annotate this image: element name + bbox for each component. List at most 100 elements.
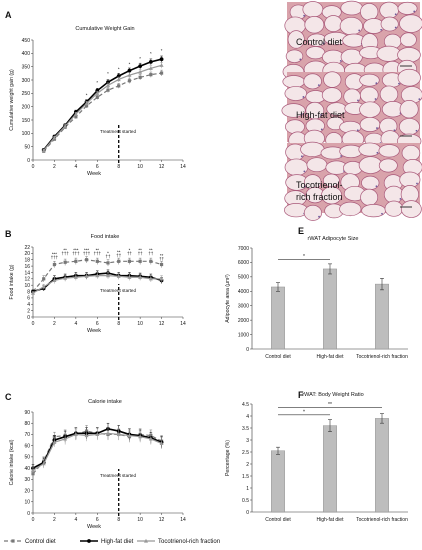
nucleus <box>299 58 302 61</box>
series-line <box>43 58 162 151</box>
data-point <box>31 290 35 295</box>
data-point <box>95 95 99 99</box>
significance-mark: * <box>107 250 109 255</box>
data-point <box>41 148 46 152</box>
data-point <box>84 258 89 262</box>
data-point <box>148 59 153 64</box>
nucleus <box>320 113 323 116</box>
y-tick-label: 2 <box>27 308 30 314</box>
y-tick-label: 4.5 <box>242 402 249 408</box>
data-point <box>159 63 164 67</box>
data-point <box>74 115 78 119</box>
legend: Control diet High-fat diet Tocotrienol-ric… <box>4 538 220 545</box>
y-tick-label: 2000 <box>238 318 249 324</box>
significance-mark: ** <box>160 253 164 258</box>
significance-mark: *** <box>52 251 57 256</box>
adipocyte <box>358 156 383 174</box>
x-tick-label: 4 <box>74 517 77 523</box>
significance-mark: †† <box>159 257 164 262</box>
y-tick-label: 1.5 <box>242 474 249 480</box>
data-point <box>84 104 89 108</box>
treatment-annotation: Treatment started <box>100 473 137 478</box>
bar <box>323 425 337 513</box>
data-point <box>42 277 46 281</box>
adipocyte <box>361 204 386 218</box>
significance-mark: ** <box>328 402 332 408</box>
series-line <box>43 64 162 151</box>
significance-mark: * <box>161 48 163 53</box>
y-tick-label: 3000 <box>238 304 249 310</box>
series-control-diet <box>42 69 164 153</box>
data-point <box>73 111 78 116</box>
adipocyte <box>359 86 379 104</box>
adipocyte <box>339 201 362 217</box>
x-tick-label: 10 <box>137 164 143 170</box>
significance-mark: ** <box>63 247 67 252</box>
y-tick-label: 200 <box>22 104 31 110</box>
nucleus <box>380 28 383 31</box>
x-axis-label: Week <box>87 171 101 177</box>
significance-mark: †† <box>127 251 132 256</box>
y-tick-label: 6 <box>27 296 30 302</box>
x-tick-label: 14 <box>180 164 186 170</box>
legend-marker <box>11 539 15 543</box>
y-tick-label: 4000 <box>238 289 249 295</box>
data-point <box>41 284 46 289</box>
y-axis-label: Cumulative weight gain (g) <box>9 69 15 131</box>
y-axis-label: Percentage (%) <box>225 440 231 476</box>
y-tick-label: 90 <box>24 410 30 416</box>
data-point <box>95 432 100 437</box>
y-tick-label: 3 <box>246 438 249 444</box>
significance-mark: * <box>303 409 305 415</box>
x-tick-label: 2 <box>53 164 56 170</box>
legend-label: Control diet <box>25 539 56 545</box>
y-tick-label: 12 <box>24 277 30 283</box>
nucleus <box>300 112 303 115</box>
data-point <box>148 276 153 281</box>
adipocyte <box>383 185 404 204</box>
data-point <box>73 275 78 279</box>
bar <box>271 450 285 513</box>
y-tick-label: 70 <box>24 432 30 438</box>
significance-mark: *** <box>84 247 89 252</box>
adipocyte <box>379 1 399 19</box>
nucleus <box>374 98 377 100</box>
adipocyte <box>397 68 421 87</box>
significance-mark: †† <box>116 253 121 258</box>
nucleus <box>413 10 416 13</box>
y-tick-label: 450 <box>22 38 31 44</box>
micrograph-3 <box>284 141 422 221</box>
significance-mark: * <box>303 254 305 260</box>
significance-mark: * <box>150 51 152 56</box>
x-tick-label: 6 <box>96 321 99 327</box>
y-tick-label: 0 <box>27 158 30 164</box>
adipocyte <box>340 48 363 66</box>
adipocyte <box>285 119 305 135</box>
adipocyte <box>323 71 342 88</box>
adipocyte <box>359 116 381 132</box>
x-tick-label: 2 <box>53 517 56 523</box>
legend-label: High-fat diet <box>101 539 134 545</box>
legend-label: Tocotrienol-rich fraction <box>158 539 220 545</box>
nucleus <box>320 128 323 131</box>
nucleus <box>356 129 359 132</box>
panel-letter-B: B <box>5 229 12 239</box>
data-point <box>116 274 121 278</box>
significance-mark: * <box>86 93 88 98</box>
significance-mark: ††† <box>72 251 80 256</box>
adipocyte <box>303 73 322 90</box>
chart-title: Calorie intake <box>88 399 122 405</box>
category-label: Tocotrienol-rich fraction <box>356 354 408 360</box>
y-tick-label: 5000 <box>238 275 249 281</box>
adipocyte <box>376 45 402 62</box>
data-point <box>148 66 153 70</box>
nucleus <box>376 151 379 154</box>
significance-mark: ** <box>117 249 121 254</box>
histology-label-trf: rich fraction <box>296 192 343 202</box>
nucleus <box>303 14 306 17</box>
nucleus <box>394 26 397 29</box>
chart-A: A Cumulative Weight Gain 0 2 4 6 8 10 12 14 0 50 100… <box>5 10 186 177</box>
series-control-diet <box>31 256 164 294</box>
category-label: Control diet <box>265 354 291 360</box>
